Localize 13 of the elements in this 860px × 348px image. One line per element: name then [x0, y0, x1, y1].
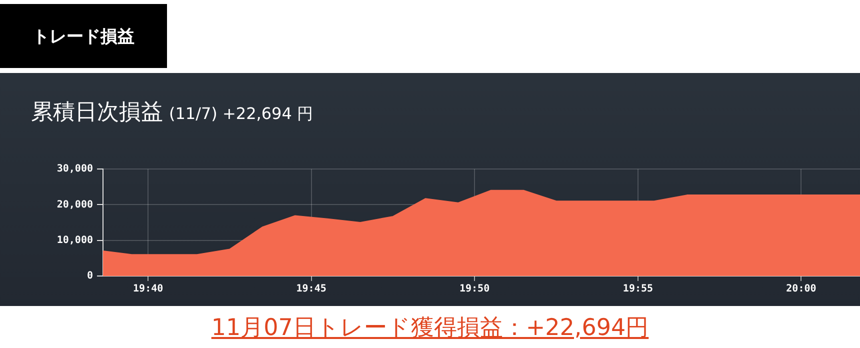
y-tick-label: 0 — [86, 270, 93, 282]
x-tick-label: 19:55 — [622, 284, 654, 295]
y-tick-label: 10,000 — [56, 234, 93, 246]
x-tick-label: 20:00 — [786, 284, 816, 295]
x-tick-label: 19:40 — [133, 284, 164, 295]
x-tick-label: 19:45 — [296, 284, 326, 295]
x-tick-label: 19:50 — [459, 284, 490, 295]
y-tick-label: 30,000 — [56, 164, 93, 175]
text: 11月07日トレード獲得損益：+22,694円 — [210, 314, 650, 343]
chart-title: 累積日次損益 — [31, 100, 163, 125]
chart-subtitle: (11/7) +22,694 円 — [169, 104, 313, 123]
y-tick-label: 20,000 — [56, 199, 93, 210]
text: トレード損益 — [0, 4, 167, 68]
